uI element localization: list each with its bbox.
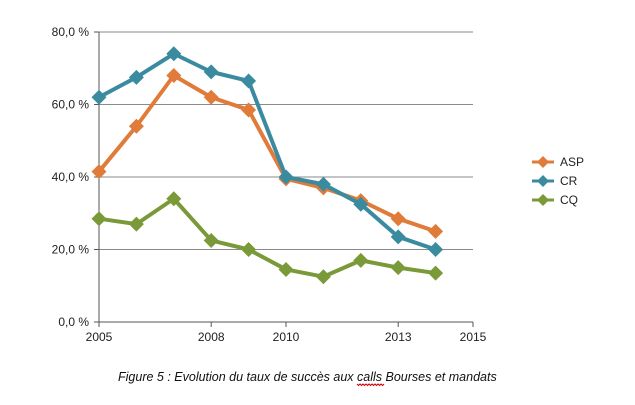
data-point-asp bbox=[203, 89, 219, 105]
data-point-cq bbox=[390, 260, 406, 276]
data-point-cr bbox=[278, 169, 294, 185]
y-tick-label: 80,0 % bbox=[52, 25, 90, 39]
data-point-cq bbox=[428, 265, 444, 281]
legend-marker-cq bbox=[537, 194, 549, 206]
data-point-asp bbox=[91, 164, 107, 180]
x-tick-label: 2008 bbox=[198, 330, 225, 344]
legend-marker-cr bbox=[537, 175, 549, 187]
legend-label-cq: CQ bbox=[560, 193, 578, 207]
figure-caption: Figure 5 : Evolution du taux de succès a… bbox=[118, 370, 497, 384]
data-point-cr bbox=[353, 196, 369, 212]
caption-underlined-word: calls bbox=[357, 370, 382, 384]
x-tick-label: 2010 bbox=[273, 330, 300, 344]
data-point-asp bbox=[128, 118, 144, 134]
data-point-asp bbox=[390, 211, 406, 227]
data-point-cq bbox=[91, 211, 107, 227]
caption-prefix: Figure 5 : Evolution du taux de succès a… bbox=[118, 370, 357, 384]
caption-suffix: Bourses et mandats bbox=[382, 370, 497, 384]
data-point-cr bbox=[128, 69, 144, 85]
data-point-asp bbox=[166, 68, 182, 83]
x-tick-label: 2005 bbox=[86, 330, 113, 344]
data-point-cq bbox=[278, 261, 294, 277]
data-point-cq bbox=[166, 191, 182, 207]
data-point-cr bbox=[241, 73, 257, 89]
legend: ASP CR CQ bbox=[532, 155, 584, 207]
y-tick-label: 40,0 % bbox=[52, 170, 90, 184]
data-point-cr bbox=[315, 176, 331, 192]
legend-label-asp: ASP bbox=[560, 155, 584, 169]
y-tick-label: 0,0 % bbox=[58, 315, 89, 329]
series-line-asp bbox=[97, 73, 438, 234]
data-point-cq bbox=[241, 242, 257, 257]
data-point-cr bbox=[203, 64, 219, 80]
x-tick-label: 2013 bbox=[385, 330, 412, 344]
y-tick-label: 20,0 % bbox=[52, 243, 90, 257]
legend-marker-asp bbox=[537, 156, 549, 168]
series-line-cq bbox=[97, 196, 438, 279]
data-point-cq bbox=[203, 232, 219, 248]
data-point-asp bbox=[241, 102, 257, 118]
x-tick-label: 2015 bbox=[460, 330, 487, 344]
data-point-cq bbox=[128, 216, 144, 232]
data-point-cr bbox=[428, 242, 444, 257]
legend-label-cr: CR bbox=[560, 174, 578, 188]
y-tick-label: 60,0 % bbox=[52, 98, 90, 112]
data-point-cq bbox=[353, 252, 369, 268]
series-line-cr bbox=[97, 51, 438, 252]
spellcheck-underline bbox=[356, 383, 385, 387]
data-point-cr bbox=[91, 89, 107, 105]
data-point-cq bbox=[315, 269, 331, 285]
plot-area: 0,0 % 20,0 % 40,0 % 60,0 % 80,0 % 2005 2008 201… bbox=[52, 25, 487, 344]
data-point-cr bbox=[390, 229, 406, 245]
data-point-cr bbox=[166, 46, 182, 62]
data-point-asp bbox=[428, 223, 444, 239]
